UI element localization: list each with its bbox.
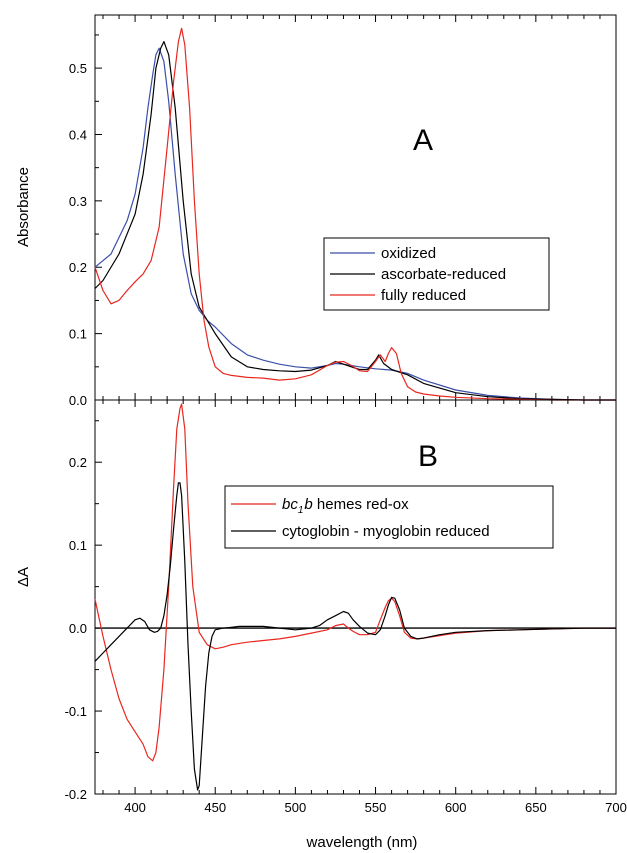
panel-b-legend-box [224,485,554,549]
a-y-tick-label-5: 0.5 [69,61,87,76]
b-x-tick-label-500: 500 [285,800,307,815]
a-y-tick-label-4: 0.4 [69,127,87,142]
panel-b-legend: bc1b hemes red-ox cytoglobin - myoglobin… [224,485,554,549]
panel-b-series [94,403,616,791]
a-series-line-2 [94,27,616,401]
legend-label-ascorbate-reduced: ascorbate-reduced [381,266,506,283]
a-series-line-1 [94,40,616,401]
b-y-tick-label-3: 0.1 [69,538,87,553]
b-y-tick-label-2: 0.0 [69,621,87,636]
panel-b-letter: B [418,440,438,473]
a-y-tick-label-3: 0.3 [69,194,87,209]
panel-b-y-axis-label: ΔA [15,567,32,587]
b-series-line-1 [94,482,616,791]
panel-a-legend: oxidized ascorbate-reduced fully reduced [323,237,550,311]
b-x-tick-label-650: 650 [525,800,547,815]
a-series-line-0 [94,47,616,401]
legend-label-bc1b: bc1b hemes red-ox [282,496,409,516]
b-x-tick-label-700: 700 [605,800,627,815]
panel-b-ticks: 400 450 500 550 600 650 700 -0.2 -0.1 0.0 0.1 0.2 [65,400,627,815]
legend-label-cytoglobin: cytoglobin - myoglobin reduced [282,523,490,540]
b-x-tick-label-600: 600 [445,800,467,815]
panel-a-ticks: 0.0 0.1 0.2 0.3 0.4 0.5 [69,15,617,408]
b-series-line-0 [94,403,616,762]
panel-a-series [94,27,616,401]
panel-a-letter: A [413,124,433,157]
b-x-tick-label-450: 450 [204,800,226,815]
b-y-tick-label-0: -0.2 [65,787,87,802]
legend-label-oxidized: oxidized [381,245,436,262]
a-y-tick-label-2: 0.2 [69,260,87,275]
x-axis-label: wavelength (nm) [306,834,418,851]
panel-b: 400 450 500 550 600 650 700 -0.2 -0.1 0.0 0.1 0.2 Δ… [15,399,627,851]
panel-a-plot-frame [94,14,617,401]
b-x-tick-label-400: 400 [124,800,146,815]
panel-b-plot-frame [94,399,617,795]
a-y-tick-label-1: 0.1 [69,327,87,342]
a-y-tick-label-0: 0.0 [69,393,87,408]
b-y-tick-label-4: 0.2 [69,455,87,470]
panel-a: 0.0 0.1 0.2 0.3 0.4 0.5 Absorbance A oxidized… [15,14,617,408]
legend-label-fully-reduced: fully reduced [381,287,466,304]
b-x-tick-label-550: 550 [365,800,387,815]
panel-a-y-axis-label: Absorbance [15,167,32,247]
b-y-tick-label-1: -0.1 [65,704,87,719]
